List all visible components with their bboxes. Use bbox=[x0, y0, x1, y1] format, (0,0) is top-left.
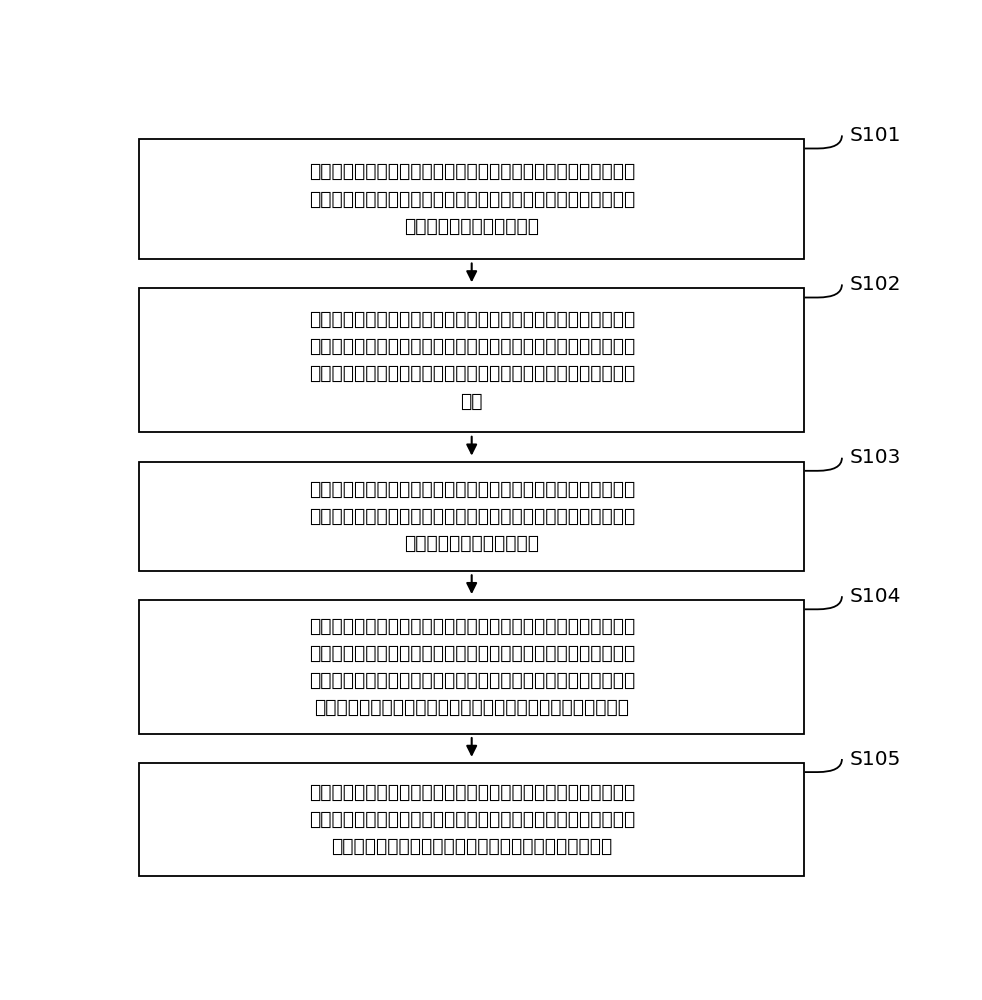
Text: S103: S103 bbox=[849, 448, 900, 467]
Bar bbox=[139, 462, 804, 571]
Bar bbox=[139, 763, 804, 876]
Text: S102: S102 bbox=[849, 275, 901, 294]
Bar bbox=[139, 600, 804, 734]
Text: S101: S101 bbox=[849, 126, 901, 145]
Text: 将每帧血管内超声图像旋转至对应的最佳定向角度，根据三维导引
丝上每帧血管内超声图像中内膜间的跨距差、外膜间的跨距差，对
冠状动脉造影图像和血管内超声图像的血管进: 将每帧血管内超声图像旋转至对应的最佳定向角度，根据三维导引 丝上每帧血管内超声图… bbox=[308, 783, 634, 856]
Text: S105: S105 bbox=[849, 750, 900, 769]
Bar bbox=[139, 288, 804, 432]
Text: 对输入的冠状动脉造影图像进行预处理，在预处理后的冠状动脉造
影图像中，提取血管边缘轮廓和二维导引丝，并对输入的关联血管
内超声图像进行内外膜分割: 对输入的冠状动脉造影图像进行预处理，在预处理后的冠状动脉造 影图像中，提取血管边… bbox=[308, 162, 634, 236]
Bar bbox=[139, 139, 804, 259]
Text: 将分别位于预设第一造影平面、第二造影平面的冠状动脉造影图像
中的二维导引丝平移至同一起点，根据平移后的二维导引丝，构建
互相垂直相交的曲面，将互相垂直相交的曲面: 将分别位于预设第一造影平面、第二造影平面的冠状动脉造影图像 中的二维导引丝平移至… bbox=[308, 310, 634, 411]
Text: 将每帧血管内超声图像沿着三维导引丝进行等间隔排列，根据三维
导引丝上血管内超声图像所在位置处的切矢量，将血管内超声图像
旋转至与切矢量垂直的位置: 将每帧血管内超声图像沿着三维导引丝进行等间隔排列，根据三维 导引丝上血管内超声图… bbox=[308, 479, 634, 553]
Text: 在切矢量的垂直平面上，将切矢量对应位置处的血管内超声图像进
行不同角度的旋转，并将旋转后的血管内超声图像反投影在冠状动
脉造影图像上，根据血管内超声图像的反投影: 在切矢量的垂直平面上，将切矢量对应位置处的血管内超声图像进 行不同角度的旋转，并… bbox=[308, 616, 634, 717]
Text: S104: S104 bbox=[849, 587, 901, 606]
